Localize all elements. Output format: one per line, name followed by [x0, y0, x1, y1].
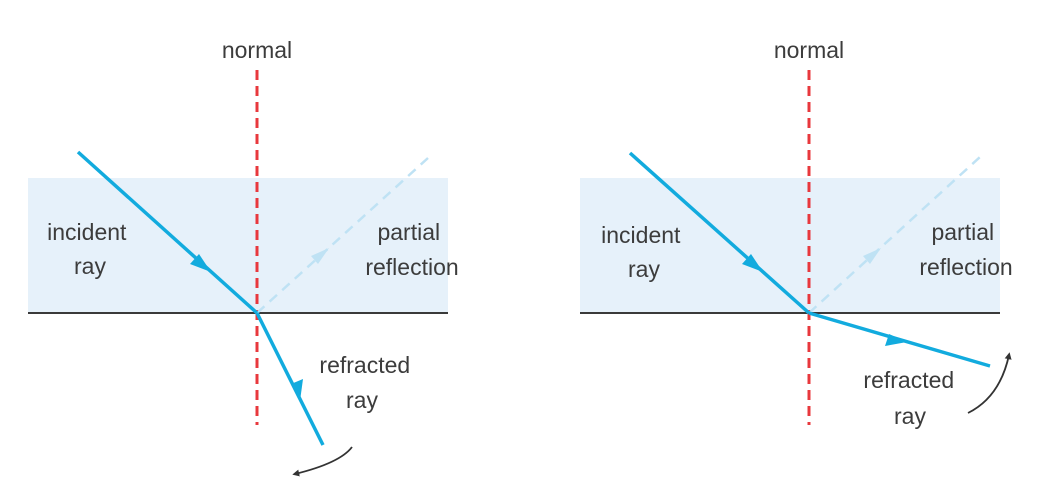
refracted-ray-label: refracted ray — [319, 352, 416, 413]
partial-reflection-label: partial reflection — [919, 219, 1012, 280]
refracted-ray-arrowhead — [291, 379, 303, 401]
partial-reflection-label-line2: reflection — [365, 254, 458, 280]
refracted-ray-label-line2: ray — [894, 403, 926, 429]
refracted-ray — [255, 312, 325, 446]
panel-left: normal incident ray partial reflection r… — [28, 37, 459, 477]
panel-right: normal incident ray partial reflection r… — [580, 37, 1013, 429]
refracted-ray-label-line1: refracted — [319, 352, 410, 378]
partial-reflection-label-line1: partial — [931, 219, 994, 245]
glass-block — [580, 178, 1000, 313]
incident-ray-label: incident ray — [47, 219, 133, 279]
reflected-ray-arrowhead — [311, 248, 329, 264]
normal-label: normal — [774, 37, 844, 63]
incident-ray-label-line1: incident — [47, 219, 127, 245]
incident-ray-label-line2: ray — [74, 253, 106, 279]
normal-label: normal — [222, 37, 292, 63]
curved-arrow-clockwise-icon — [967, 352, 1012, 414]
partial-reflection-label-line2: reflection — [919, 254, 1012, 280]
refracted-ray-label-line2: ray — [346, 387, 378, 413]
curved-arrow-counterclockwise-icon — [292, 446, 353, 477]
incident-ray — [76, 150, 259, 315]
glass-block — [28, 178, 448, 313]
refracted-ray-arrowhead — [885, 334, 907, 346]
partial-reflection-label-line1: partial — [377, 219, 440, 245]
refracted-ray-label-line1: refracted — [863, 367, 954, 393]
incident-ray-label: incident ray — [601, 222, 687, 282]
partial-reflection-label: partial reflection — [365, 219, 458, 280]
incident-ray — [628, 151, 811, 315]
incident-ray-label-line1: incident — [601, 222, 681, 248]
reflected-ray — [808, 156, 981, 314]
reflected-ray — [256, 157, 429, 314]
refracted-ray-label: refracted ray — [863, 367, 960, 429]
reflected-ray-arrowhead — [863, 248, 881, 264]
incident-ray-arrowhead — [190, 254, 211, 272]
incident-ray-label-line2: ray — [628, 256, 660, 282]
incident-ray-arrowhead — [742, 254, 763, 272]
